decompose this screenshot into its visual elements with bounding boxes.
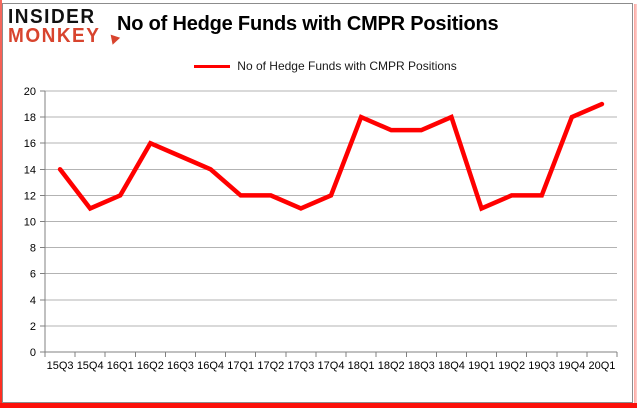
frame-bottom-border <box>0 403 637 408</box>
x-tick-label: 19Q3 <box>528 360 555 372</box>
y-tick-label: 16 <box>24 138 36 150</box>
y-tick-label: 6 <box>30 269 36 281</box>
logo-line2: MONKEY <box>8 25 101 48</box>
frame-right-border <box>634 4 637 408</box>
y-tick-label: 4 <box>30 295 36 307</box>
x-tick-label: 17Q2 <box>257 360 284 372</box>
x-axis-labels: 15Q3 15Q4 16Q1 16Q2 16Q3 16Q4 17Q1 17Q2 17Q3 17Q4… <box>47 360 616 372</box>
insider-monkey-logo: INSIDER MONKEY <box>8 6 101 48</box>
x-tick-label: 17Q3 <box>287 360 314 372</box>
chart-legend: No of Hedge Funds with CMPR Positions <box>0 59 637 73</box>
data-series-line <box>57 101 605 212</box>
x-tick-label: 15Q3 <box>47 360 74 372</box>
x-tick-label: 20Q1 <box>588 360 615 372</box>
logo-line1: INSIDER <box>8 6 96 29</box>
x-tick-label: 18Q3 <box>408 360 435 372</box>
y-axis-labels: 0 2 4 6 8 10 12 14 16 18 20 <box>24 86 36 359</box>
legend-label: No of Hedge Funds with CMPR Positions <box>237 59 457 73</box>
y-tick-label: 12 <box>24 190 36 202</box>
y-tick-label: 2 <box>30 321 36 333</box>
x-tick-label: 17Q4 <box>318 360 345 372</box>
x-tick-label: 18Q1 <box>348 360 375 372</box>
x-tick-label: 15Q4 <box>77 360 104 372</box>
y-tick-label: 14 <box>24 164 36 176</box>
x-tick-label: 16Q2 <box>137 360 164 372</box>
x-tick-label: 18Q4 <box>438 360 465 372</box>
y-tick-label: 0 <box>30 347 36 359</box>
x-tick-label: 18Q2 <box>378 360 405 372</box>
x-tick-label: 19Q4 <box>558 360 585 372</box>
y-tick-label: 18 <box>24 112 36 124</box>
x-tick-label: 16Q4 <box>197 360 224 372</box>
x-tick-label: 16Q3 <box>167 360 194 372</box>
y-tick-label: 10 <box>24 217 36 229</box>
y-tick-label: 8 <box>30 243 36 255</box>
page-title: No of Hedge Funds with CMPR Positions <box>117 13 499 35</box>
legend-line-swatch <box>194 64 231 68</box>
axes <box>40 90 618 357</box>
y-tick-label: 20 <box>24 86 36 98</box>
x-tick-label: 17Q1 <box>227 360 254 372</box>
x-tick-label: 19Q1 <box>468 360 495 372</box>
frame-left-border <box>0 0 2 408</box>
gridlines <box>45 90 617 327</box>
x-tick-label: 16Q1 <box>107 360 134 372</box>
x-tick-label: 19Q2 <box>498 360 525 372</box>
